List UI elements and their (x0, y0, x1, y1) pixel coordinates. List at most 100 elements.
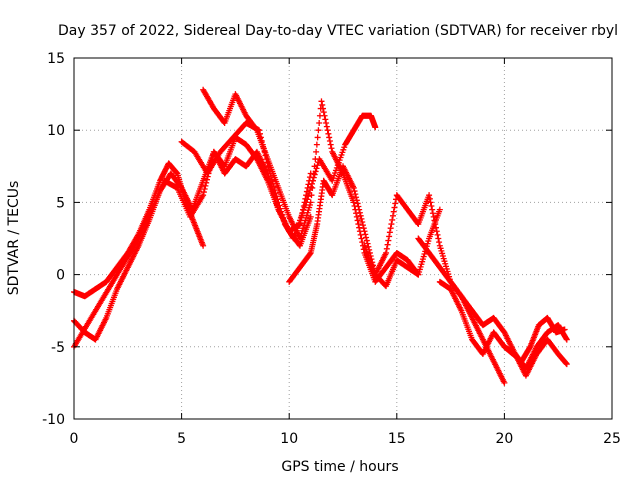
data-point (324, 127, 331, 134)
data-point (389, 216, 396, 223)
data-point (311, 171, 318, 178)
data-point (321, 112, 328, 119)
data-point (308, 183, 315, 190)
data-point (363, 234, 370, 241)
data-point (203, 179, 210, 186)
data-point (436, 239, 443, 246)
y-tick-label: -10 (42, 412, 65, 428)
data-point (359, 222, 366, 229)
data-point (354, 217, 361, 224)
data-point (429, 206, 436, 213)
data-point (351, 188, 358, 195)
data-point (350, 199, 357, 206)
data-point (276, 202, 283, 209)
data-point (200, 189, 207, 196)
data-point (365, 243, 372, 250)
y-tick-label: -5 (51, 340, 65, 356)
data-point (272, 190, 279, 197)
x-tick-label: 15 (388, 431, 406, 447)
data-point (501, 379, 508, 386)
data-point (361, 228, 368, 235)
x-tick-label: 20 (495, 431, 513, 447)
data-point (386, 229, 393, 236)
data-point (253, 126, 260, 133)
data-point (383, 249, 390, 256)
data-point (270, 183, 277, 190)
data-point (200, 192, 207, 199)
data-point (309, 184, 316, 191)
data-point (561, 326, 568, 333)
data-point (353, 197, 360, 204)
data-point (364, 240, 371, 247)
data-point (328, 145, 335, 152)
data-point (308, 192, 315, 199)
data-point (275, 199, 282, 206)
data-point (384, 241, 391, 248)
data-point (307, 199, 314, 206)
x-tick-label: 5 (177, 431, 186, 447)
data-point (352, 191, 359, 198)
data-point (274, 196, 281, 203)
data-point (356, 206, 363, 213)
data-point (357, 212, 364, 219)
plot-frame (73, 57, 613, 420)
data-point (318, 98, 325, 105)
series-track-1 (71, 160, 207, 300)
series-track-2 (71, 134, 314, 343)
data-point (326, 134, 333, 141)
data-point (350, 184, 357, 191)
x-tick-label: 25 (603, 431, 621, 447)
data-point (354, 200, 361, 207)
data-point (358, 215, 365, 222)
y-tick-label: 10 (47, 123, 65, 139)
data-point (430, 213, 437, 220)
data-point (201, 185, 208, 192)
x-tick-label: 10 (280, 431, 298, 447)
data-point (432, 224, 439, 231)
data-point (306, 250, 313, 257)
data-point (203, 176, 210, 183)
data-point (314, 162, 321, 169)
data-point (389, 212, 396, 219)
data-point (278, 208, 285, 215)
data-point (428, 203, 435, 210)
data-point (313, 141, 320, 148)
data-point (353, 194, 360, 201)
data-point (311, 163, 318, 170)
data-point (320, 109, 327, 116)
data-point (434, 231, 441, 238)
data-point (310, 177, 317, 184)
series-track-4 (178, 112, 379, 242)
data-point (563, 361, 570, 368)
data-point (355, 221, 362, 228)
data-point (312, 156, 319, 163)
data-point (435, 235, 442, 242)
data-point (390, 208, 397, 215)
data-point (392, 200, 399, 207)
data-point (426, 192, 433, 199)
y-tick-label: 15 (47, 51, 65, 67)
series-track-7 (361, 192, 508, 386)
data-series (71, 86, 570, 386)
data-point (359, 239, 366, 246)
series-track-6 (286, 163, 443, 290)
data-point (326, 138, 333, 145)
data-point (323, 123, 330, 130)
data-point (385, 237, 392, 244)
data-point (363, 237, 370, 244)
data-point (386, 233, 393, 240)
data-point (322, 116, 329, 123)
data-point (391, 204, 398, 211)
x-tick-label: 0 (70, 431, 79, 447)
data-point (563, 336, 570, 343)
data-point (325, 130, 332, 137)
data-point (280, 214, 287, 221)
data-point (356, 209, 363, 216)
data-point (279, 211, 286, 218)
data-point (319, 101, 326, 108)
data-point (427, 199, 434, 206)
data-point (280, 217, 287, 224)
data-point (431, 217, 438, 224)
data-point (320, 105, 327, 112)
